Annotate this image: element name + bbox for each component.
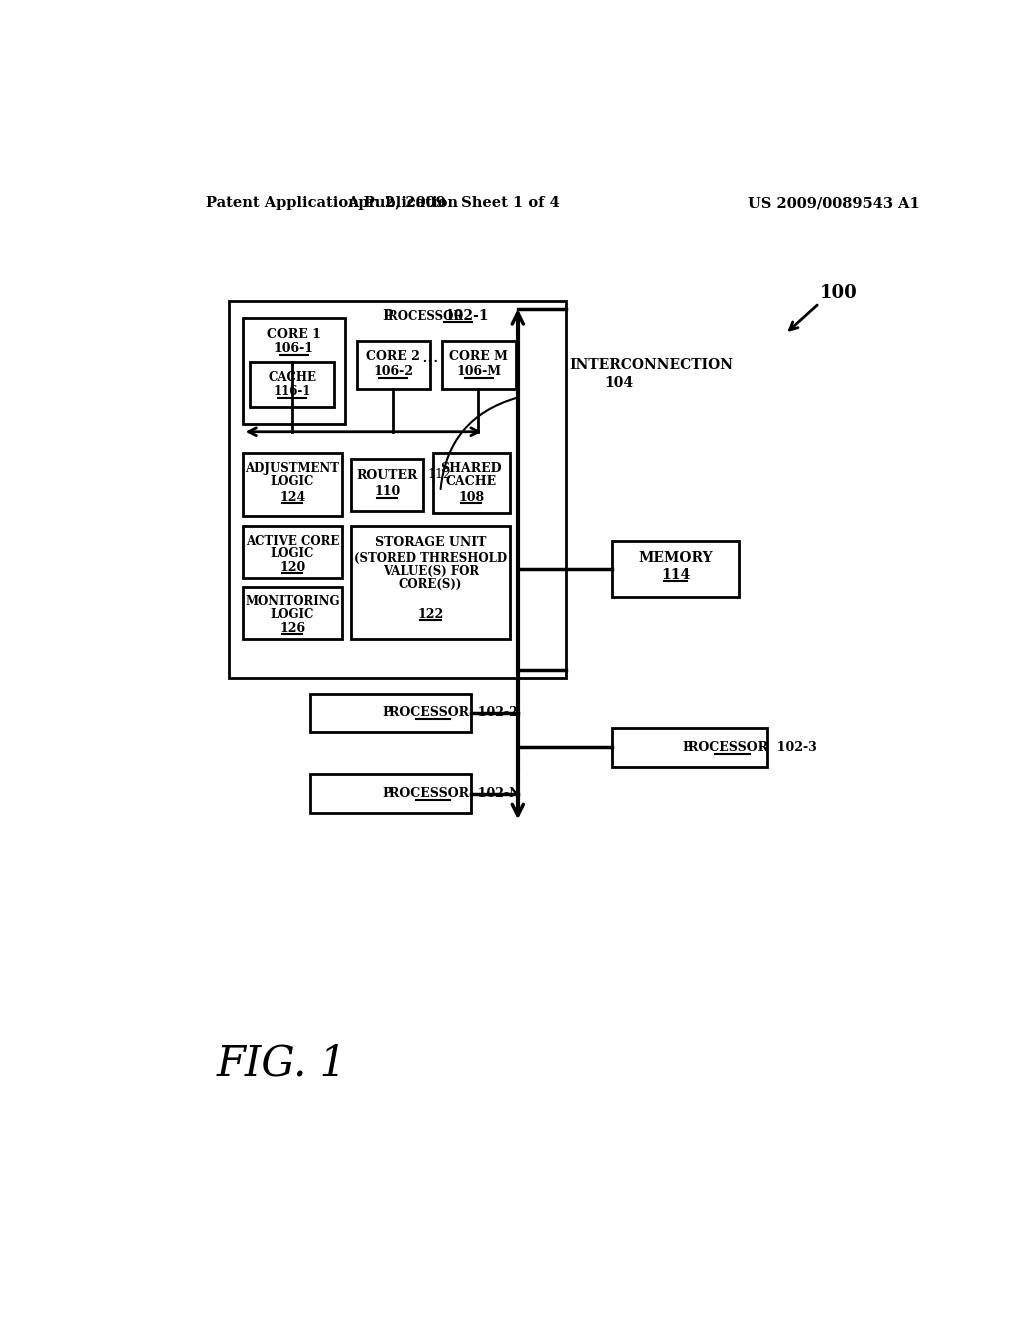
Bar — [612, 729, 767, 767]
Text: (STORED THRESHOLD: (STORED THRESHOLD — [354, 552, 507, 565]
Text: 116-1: 116-1 — [273, 385, 311, 399]
Text: ROCESSOR: ROCESSOR — [388, 310, 471, 323]
Text: FIG. 1: FIG. 1 — [217, 1043, 347, 1084]
Text: US 2009/0089543 A1: US 2009/0089543 A1 — [748, 197, 920, 210]
Bar — [612, 541, 738, 597]
Text: P: P — [682, 741, 691, 754]
Text: MONITORING: MONITORING — [245, 595, 340, 609]
FancyArrowPatch shape — [440, 397, 517, 488]
Text: SHARED: SHARED — [440, 462, 502, 475]
Bar — [351, 459, 423, 511]
Text: CORE M: CORE M — [450, 350, 508, 363]
Text: 108: 108 — [459, 491, 484, 504]
Text: •: • — [514, 754, 522, 768]
Bar — [243, 453, 342, 516]
Text: •: • — [514, 764, 522, 779]
Text: VALUE(S) FOR: VALUE(S) FOR — [383, 565, 478, 578]
Text: CACHE: CACHE — [445, 475, 497, 488]
Text: ROCESSOR  102-3: ROCESSOR 102-3 — [688, 741, 817, 754]
Text: 102-1: 102-1 — [443, 309, 488, 323]
Bar — [432, 453, 510, 513]
Text: ...: ... — [422, 348, 439, 366]
Text: 106-2: 106-2 — [374, 366, 414, 379]
Text: P: P — [383, 787, 392, 800]
Text: INTERCONNECTION: INTERCONNECTION — [569, 358, 734, 372]
Text: P: P — [383, 706, 392, 719]
Bar — [310, 775, 471, 813]
Text: LOGIC: LOGIC — [270, 475, 314, 488]
Text: CACHE: CACHE — [268, 371, 316, 384]
Text: ROUTER: ROUTER — [356, 469, 418, 482]
Text: P: P — [382, 309, 392, 323]
Bar — [310, 693, 471, 733]
Text: STORAGE UNIT: STORAGE UNIT — [375, 536, 486, 549]
Text: MEMORY: MEMORY — [638, 550, 713, 565]
Text: CORE 1: CORE 1 — [267, 329, 321, 342]
Text: 104: 104 — [604, 376, 634, 391]
Text: 106-1: 106-1 — [273, 342, 313, 355]
Text: 100: 100 — [820, 284, 858, 302]
Text: 126: 126 — [280, 622, 305, 635]
Text: Apr. 2, 2009   Sheet 1 of 4: Apr. 2, 2009 Sheet 1 of 4 — [347, 197, 560, 210]
Bar — [243, 318, 345, 424]
Bar — [251, 363, 334, 407]
Text: 120: 120 — [280, 561, 305, 574]
Text: 122: 122 — [418, 607, 443, 620]
Text: ACTIVE CORE: ACTIVE CORE — [246, 535, 339, 548]
Text: CORE(S)): CORE(S)) — [399, 578, 462, 591]
Text: CORE 2: CORE 2 — [367, 350, 421, 363]
Bar — [228, 301, 566, 678]
Bar — [356, 341, 430, 388]
Text: 106-M: 106-M — [456, 366, 501, 379]
Bar — [243, 586, 342, 639]
Text: 114: 114 — [660, 568, 690, 582]
Text: LOGIC: LOGIC — [270, 607, 314, 620]
Text: ROCESSOR  102-2: ROCESSOR 102-2 — [389, 706, 518, 719]
Text: ADJUSTMENT: ADJUSTMENT — [246, 462, 339, 475]
Text: 112: 112 — [427, 467, 451, 480]
Text: 110: 110 — [374, 486, 400, 499]
Bar — [243, 525, 342, 578]
Bar — [351, 525, 510, 639]
Bar — [442, 341, 515, 388]
Text: 124: 124 — [280, 491, 305, 504]
Text: •: • — [514, 744, 522, 758]
Text: ROCESSOR  102-N: ROCESSOR 102-N — [389, 787, 520, 800]
Text: Patent Application Publication: Patent Application Publication — [206, 197, 458, 210]
Text: LOGIC: LOGIC — [270, 546, 314, 560]
